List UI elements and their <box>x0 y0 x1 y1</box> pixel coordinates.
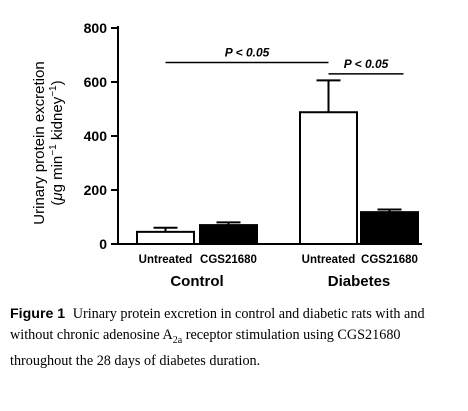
figure-label: Figure 1 <box>10 306 66 322</box>
y-axis-label-line1: Urinary protein excretion <box>31 61 48 224</box>
y-tick-label: 200 <box>84 182 108 198</box>
bar-chart: Urinary protein excretion (μg min−1 kidn… <box>31 20 422 290</box>
bar <box>299 111 358 245</box>
figure-caption: Figure 1 Urinary protein excretion in co… <box>10 304 456 372</box>
x-tick-label: CGS21680 <box>361 254 418 266</box>
caption-text-before: Urinary protein excretion in control and… <box>10 306 425 343</box>
caption-subscript: 2a <box>172 334 183 346</box>
x-tick-label: CGS21680 <box>200 254 257 266</box>
y-tick-label: 400 <box>84 128 108 144</box>
y-tick-label: 600 <box>84 74 108 90</box>
significance-label: P < 0.05 <box>344 57 389 71</box>
y-axis-label-line2: (μg min−1 kidney−1) <box>48 80 66 205</box>
bar <box>136 230 195 246</box>
x-tick-label: Untreated <box>139 254 193 266</box>
y-tick-label: 800 <box>84 20 108 36</box>
significance-label: P < 0.05 <box>225 46 270 60</box>
y-axis-label: Urinary protein excretion (μg min−1 kidn… <box>31 61 66 224</box>
chart-bars <box>136 79 419 246</box>
chart-annotations: P < 0.05 P < 0.05 <box>165 46 404 75</box>
chart-x-labels: Untreated CGS21680 Untreated CGS21680 Contro… <box>139 254 418 290</box>
x-tick-label: Untreated <box>302 254 356 266</box>
caption-text-after: receptor stimulation using CGS21680 thro… <box>10 327 401 369</box>
group-label: Control <box>170 273 223 290</box>
group-label: Diabetes <box>328 273 391 290</box>
y-tick-label: 0 <box>99 236 107 252</box>
bar <box>199 224 258 246</box>
bar <box>360 211 419 245</box>
